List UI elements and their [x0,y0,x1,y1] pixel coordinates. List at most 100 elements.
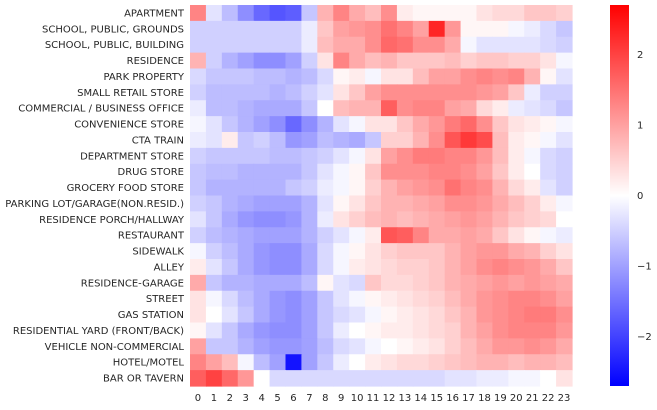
heatmap-cell [317,116,334,133]
heatmap-cell [365,290,382,308]
heatmap-cell [190,322,207,339]
heatmap-cell [205,370,223,387]
heatmap-cell [412,211,430,228]
heatmap-cell [237,354,255,371]
heatmap-cell [460,132,478,149]
heatmap-cell [285,211,303,228]
heatmap-cell [205,243,223,260]
heatmap-cell [381,20,398,38]
heatmap-cell [253,163,271,181]
heatmap-cell [317,354,334,371]
heatmap-cell [381,132,398,149]
heatmap-cell [237,338,255,355]
y-tick-label: SIDEWALK [132,247,184,258]
heatmap-cell [476,179,494,197]
y-tick-label: STREET [146,294,185,305]
heatmap-cell [349,370,366,387]
heatmap-cell [381,227,398,244]
heatmap-cell [221,179,239,197]
heatmap-cell [237,36,255,54]
y-tick-label: RESTAURANT [118,231,185,242]
heatmap-cell [492,52,509,70]
heatmap-cell [492,36,509,54]
heatmap-cell [365,68,382,85]
heatmap-cell [237,5,255,22]
heatmap-cell [460,306,478,324]
heatmap-cell [333,259,350,276]
heatmap-cell [317,290,334,308]
heatmap-cell [333,20,350,38]
heatmap-cell [205,52,223,70]
heatmap-cell [476,5,494,22]
heatmap-cell [381,163,398,181]
heatmap-cell [476,354,494,371]
heatmap-cell [492,163,509,181]
heatmap-cell [333,370,350,387]
heatmap-cell [460,290,478,308]
heatmap-cell [349,227,366,244]
heatmap-cell [349,259,366,276]
heatmap-cell [301,195,318,212]
heatmap-cell [237,322,255,339]
heatmap-cell [428,211,446,228]
heatmap-cell [317,306,334,324]
heatmap-cell [508,116,525,133]
heatmap-cell [365,84,382,101]
heatmap-cell [524,338,541,355]
heatmap-cell [540,243,557,260]
heatmap-cell [492,370,509,387]
heatmap-cell [396,370,414,387]
colorbar-tick-label: −2 [637,332,652,343]
heatmap-cell [556,147,573,165]
heatmap-cell [412,68,430,85]
heatmap-cell [349,322,366,339]
heatmap-cell [460,370,478,387]
heatmap-cell [524,116,541,133]
heatmap-cell [301,147,318,165]
heatmap-cell [540,274,557,292]
heatmap-cell [476,243,494,260]
heatmap-cell [253,100,271,117]
heatmap-cell [460,147,478,165]
heatmap-cell [205,68,223,85]
heatmap-cell [301,179,318,197]
x-tick-label: 6 [290,393,296,404]
y-tick-label: PARK PROPERTY [103,72,184,83]
heatmap-cell [317,20,334,38]
heatmap-cell [556,100,573,117]
heatmap-cell [365,243,382,260]
heatmap-cell [508,20,525,38]
heatmap-cell [253,195,271,212]
heatmap-cell [349,5,366,22]
y-tick-label: BAR OR TAVERN [103,374,184,385]
heatmap-cell [381,243,398,260]
heatmap-cell [253,227,271,244]
y-tick-label: SCHOOL, PUBLIC, BUILDING [45,40,184,51]
heatmap-cell [333,243,350,260]
heatmap-cell [190,132,207,149]
heatmap-cell [333,52,350,70]
heatmap-cell [508,68,525,85]
heatmap-cell [381,290,398,308]
heatmap-cell [190,68,207,85]
heatmap-cell [301,163,318,181]
heatmap-cell [269,306,287,324]
heatmap-cell [253,274,271,292]
heatmap-cell [349,116,366,133]
heatmap-cell [460,100,478,117]
heatmap-cell [190,52,207,70]
heatmap-cell [492,68,509,85]
heatmap-cell [381,84,398,101]
heatmap-cell [412,163,430,181]
heatmap-cell [317,211,334,228]
heatmap-cell [190,243,207,260]
heatmap-cell [221,147,239,165]
heatmap-cell [301,211,318,228]
heatmap-cell [205,354,223,371]
heatmap-cell [301,36,318,54]
heatmap-cell [476,52,494,70]
heatmap-cell [508,36,525,54]
heatmap-cell [396,243,414,260]
heatmap-cell [540,322,557,339]
heatmap-cell [412,5,430,22]
